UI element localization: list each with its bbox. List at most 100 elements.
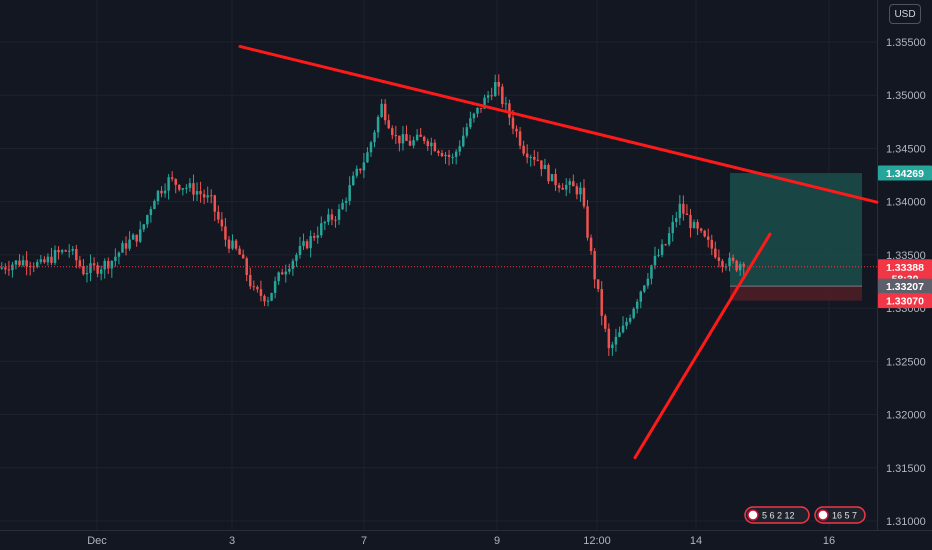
candle-body bbox=[564, 184, 568, 190]
price-marker-bg bbox=[878, 278, 932, 294]
event-badge-frame bbox=[744, 506, 810, 524]
y-tick-label: 1.32000 bbox=[886, 410, 926, 422]
candle-body bbox=[78, 260, 82, 267]
candle-body bbox=[320, 223, 323, 236]
candle-body bbox=[408, 140, 412, 146]
candle-body bbox=[479, 107, 483, 109]
candle-body bbox=[46, 256, 50, 263]
economic-event-badges[interactable]: 5 6 2 12 16 5 7 bbox=[744, 506, 866, 524]
candle-body bbox=[543, 165, 547, 170]
candle-body bbox=[391, 128, 394, 136]
uk-flag-icon bbox=[747, 509, 759, 521]
candle-body bbox=[738, 264, 742, 271]
candle-body bbox=[369, 142, 373, 153]
x-tick-label: Dec bbox=[87, 535, 107, 547]
candle-body bbox=[128, 239, 131, 249]
candle-body bbox=[295, 254, 298, 261]
candle-body bbox=[454, 151, 458, 157]
candle-body bbox=[146, 215, 149, 225]
candle-body bbox=[167, 177, 170, 191]
y-tick-label: 1.34500 bbox=[886, 143, 926, 155]
candle-body bbox=[671, 221, 674, 234]
candle-body bbox=[550, 174, 554, 182]
candle-body bbox=[497, 82, 501, 87]
candle-body bbox=[380, 103, 383, 117]
candle-body bbox=[351, 175, 355, 186]
candle-body bbox=[426, 141, 430, 147]
candle-body bbox=[557, 185, 561, 188]
candle-body bbox=[163, 190, 167, 194]
candle-body bbox=[284, 271, 288, 275]
event-counts: 16 5 7 bbox=[832, 511, 857, 521]
candle-body bbox=[298, 245, 302, 255]
x-tick-label: 14 bbox=[690, 535, 702, 547]
candle-body bbox=[394, 135, 398, 137]
candle-body bbox=[131, 234, 135, 240]
candle-body bbox=[600, 289, 603, 316]
candle-body bbox=[209, 195, 213, 197]
candle-body bbox=[305, 241, 309, 249]
candle-body bbox=[249, 274, 252, 287]
event-badge[interactable]: 5 6 2 12 bbox=[744, 506, 810, 524]
candle-body bbox=[632, 308, 635, 318]
candle-body bbox=[206, 195, 209, 198]
candle-body bbox=[714, 248, 717, 258]
candle-body bbox=[238, 248, 241, 255]
candle-body bbox=[64, 250, 67, 252]
candle-body bbox=[263, 295, 266, 302]
candle-body bbox=[71, 249, 75, 251]
price-marker: 1.33207 bbox=[878, 278, 932, 294]
candle-body bbox=[717, 257, 721, 261]
trendlines[interactable] bbox=[238, 44, 879, 460]
candle-body bbox=[121, 243, 124, 253]
x-tick-label: 9 bbox=[494, 535, 500, 547]
y-tick-label: 1.32500 bbox=[886, 356, 926, 368]
candle-body bbox=[643, 285, 646, 292]
candle-body bbox=[181, 188, 185, 190]
candle-body bbox=[536, 159, 540, 161]
candle-body bbox=[124, 243, 128, 249]
support-trendline[interactable] bbox=[633, 232, 772, 460]
stop-zone[interactable] bbox=[730, 286, 862, 301]
candle-body bbox=[604, 315, 607, 329]
candle-body bbox=[572, 181, 575, 187]
price-marker-bg bbox=[878, 293, 932, 309]
candle-body bbox=[188, 183, 192, 188]
candle-body bbox=[703, 230, 706, 237]
event-badge[interactable]: 16 5 7 bbox=[814, 506, 866, 524]
candle-body bbox=[422, 136, 426, 142]
candle-body bbox=[96, 265, 99, 274]
resistance-trendline[interactable] bbox=[238, 44, 879, 204]
event-badge-frame bbox=[814, 506, 866, 524]
candle-body bbox=[217, 211, 220, 220]
candle-body bbox=[696, 222, 699, 229]
candle-body bbox=[596, 279, 600, 290]
candle-body bbox=[469, 118, 472, 128]
candle-body bbox=[724, 266, 728, 268]
candle-body bbox=[430, 142, 433, 147]
y-tick-label: 1.31000 bbox=[886, 516, 926, 528]
candle-body bbox=[742, 264, 745, 267]
candle-body bbox=[110, 260, 114, 269]
candle-body bbox=[579, 187, 582, 195]
candle-body bbox=[387, 120, 390, 129]
y-tick-label: 1.35000 bbox=[886, 90, 926, 102]
candle-body bbox=[568, 181, 572, 185]
candle-body bbox=[685, 213, 689, 216]
candle-body bbox=[220, 219, 224, 227]
candle-body bbox=[682, 203, 685, 214]
candle-body bbox=[582, 187, 586, 207]
candle-body bbox=[589, 237, 593, 252]
candlestick-series bbox=[0, 74, 745, 356]
candle-body bbox=[493, 82, 497, 97]
candle-body bbox=[273, 281, 277, 293]
candle-body bbox=[657, 254, 660, 256]
candle-body bbox=[288, 268, 291, 272]
candle-body bbox=[689, 215, 692, 229]
currency-button[interactable]: USD bbox=[889, 4, 921, 24]
candle-body bbox=[522, 145, 525, 154]
x-tick-label: 12:00 bbox=[583, 535, 611, 547]
candle-body bbox=[67, 250, 71, 252]
